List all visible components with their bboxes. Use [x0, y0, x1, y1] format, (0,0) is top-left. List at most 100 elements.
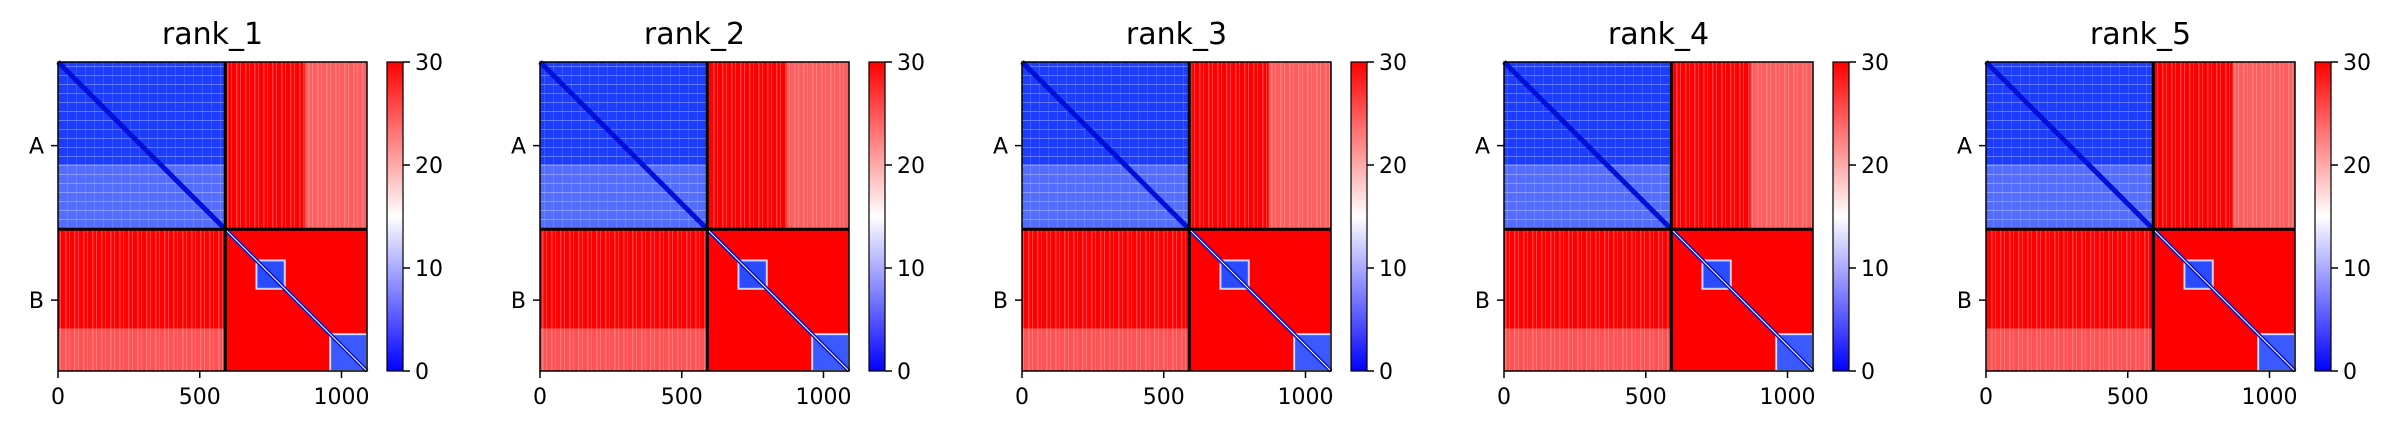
inter-chain-block-AB: [1189, 62, 1331, 230]
inter-chain-block-AB: [707, 62, 849, 230]
x-tick-label: 500: [1143, 385, 1185, 410]
inter-chain-block-BA: [540, 229, 708, 371]
panel-title: rank_3: [1126, 17, 1227, 52]
panel-title: rank_5: [2090, 17, 2191, 52]
diagonal-chain-B-edge: [706, 228, 850, 372]
plot-frame: [1503, 61, 1814, 372]
inter-chain-block-AB: [2153, 62, 2295, 230]
colorbar-tick-label: 20: [1379, 154, 1407, 179]
diagonal-chain-A: [538, 60, 710, 232]
heatmap-panel: rank_3 A B 0 500 1000 0 10 20 30: [993, 17, 1407, 410]
colorbar-tick-label: 10: [415, 257, 443, 282]
colorbar-tick-label: 0: [1861, 360, 1875, 385]
inter-chain-block-AB: [1671, 62, 1813, 230]
inter-chain-block-AB: [225, 62, 367, 230]
high-error-band: [786, 62, 849, 230]
x-tick-label: 0: [51, 385, 65, 410]
colorbar-tick-label: 10: [1379, 257, 1407, 282]
heatmap-panel: rank_1 A B 0 500 1000 0 10 20 30: [29, 17, 443, 410]
y-tick-label: B: [1475, 289, 1490, 314]
diagonal-chain-A: [1020, 60, 1192, 232]
colorbar-tick-label: 10: [897, 257, 925, 282]
x-tick-label: 500: [2107, 385, 2149, 410]
y-tick-label: A: [29, 135, 44, 160]
panel-title: rank_2: [644, 17, 745, 52]
heatmap-panel: rank_2 A B 0 500 1000 0 10 20 30: [511, 17, 925, 410]
colorbar: [1350, 61, 1368, 372]
colorbar-tick-label: 0: [897, 360, 911, 385]
heatmap-panel: rank_5 A B 0 500 1000 0 10 20 30: [1957, 17, 2371, 410]
colorbar: [2314, 61, 2332, 372]
diagonal-chain-A: [1502, 60, 1674, 232]
plot-frame: [1021, 61, 1332, 372]
inter-chain-block-BA: [1022, 229, 1190, 371]
colorbar-tick-label: 20: [2343, 154, 2371, 179]
high-error-band: [58, 328, 226, 371]
colorbar-tick-label: 30: [415, 51, 443, 76]
colorbar-tick-label: 10: [2343, 257, 2371, 282]
colorbar-tick-label: 20: [897, 154, 925, 179]
inter-chain-block-BA: [1504, 229, 1672, 371]
low-confidence-band: [1022, 164, 1190, 230]
diagonal-chain-A: [1984, 60, 2156, 232]
colorbar-tick-label: 30: [2343, 51, 2371, 76]
high-error-band: [2232, 62, 2295, 230]
y-tick-label: A: [511, 135, 526, 160]
x-tick-label: 500: [179, 385, 221, 410]
colorbar-tick-label: 20: [1861, 154, 1889, 179]
panel-title: rank_4: [1608, 17, 1709, 52]
low-confidence-band: [1986, 164, 2154, 230]
x-tick-label: 500: [661, 385, 703, 410]
low-confidence-band: [1504, 164, 1672, 230]
low-confidence-band: [58, 164, 226, 230]
high-error-band: [1268, 62, 1331, 230]
diagonal-chain-B-edge: [1670, 228, 1814, 372]
colorbar-tick-label: 0: [1379, 360, 1393, 385]
colorbar-tick-label: 0: [415, 360, 429, 385]
plot-frame: [539, 61, 850, 372]
x-tick-label: 0: [1497, 385, 1511, 410]
diagonal-chain-A: [56, 60, 228, 232]
y-tick-label: A: [1475, 135, 1490, 160]
y-tick-label: B: [1957, 289, 1972, 314]
colorbar-tick-label: 30: [1861, 51, 1889, 76]
high-error-band: [1504, 328, 1672, 371]
diagonal-chain-B-edge: [224, 228, 368, 372]
y-tick-label: A: [1957, 135, 1972, 160]
x-tick-label: 0: [533, 385, 547, 410]
inter-chain-block-BA: [58, 229, 226, 371]
x-tick-label: 0: [1015, 385, 1029, 410]
low-confidence-band: [540, 164, 708, 230]
colorbar: [386, 61, 404, 372]
colorbar-tick-label: 30: [897, 51, 925, 76]
plot-frame: [57, 61, 368, 372]
x-tick-label: 1000: [1277, 385, 1333, 410]
panel-title: rank_1: [162, 17, 263, 52]
colorbar-tick-label: 30: [1379, 51, 1407, 76]
x-tick-label: 500: [1625, 385, 1667, 410]
high-error-band: [1750, 62, 1813, 230]
heatmap-panel: rank_4 A B 0 500 1000 0 10 20 30: [1475, 17, 1889, 410]
x-tick-label: 1000: [1759, 385, 1815, 410]
colorbar: [1832, 61, 1850, 372]
high-error-band: [304, 62, 367, 230]
diagonal-chain-B-edge: [2152, 228, 2296, 372]
colorbar-tick-label: 0: [2343, 360, 2357, 385]
x-tick-label: 1000: [2241, 385, 2297, 410]
colorbar: [868, 61, 886, 372]
colorbar-tick-label: 20: [415, 154, 443, 179]
x-tick-label: 1000: [795, 385, 851, 410]
y-tick-label: A: [993, 135, 1008, 160]
plot-frame: [1985, 61, 2296, 372]
high-error-band: [1986, 328, 2154, 371]
y-tick-label: B: [993, 289, 1008, 314]
y-tick-label: B: [511, 289, 526, 314]
x-tick-label: 1000: [313, 385, 369, 410]
x-tick-label: 0: [1979, 385, 1993, 410]
y-tick-label: B: [29, 289, 44, 314]
colorbar-tick-label: 10: [1861, 257, 1889, 282]
high-error-band: [540, 328, 708, 371]
diagonal-chain-B-edge: [1188, 228, 1332, 372]
inter-chain-block-BA: [1986, 229, 2154, 371]
